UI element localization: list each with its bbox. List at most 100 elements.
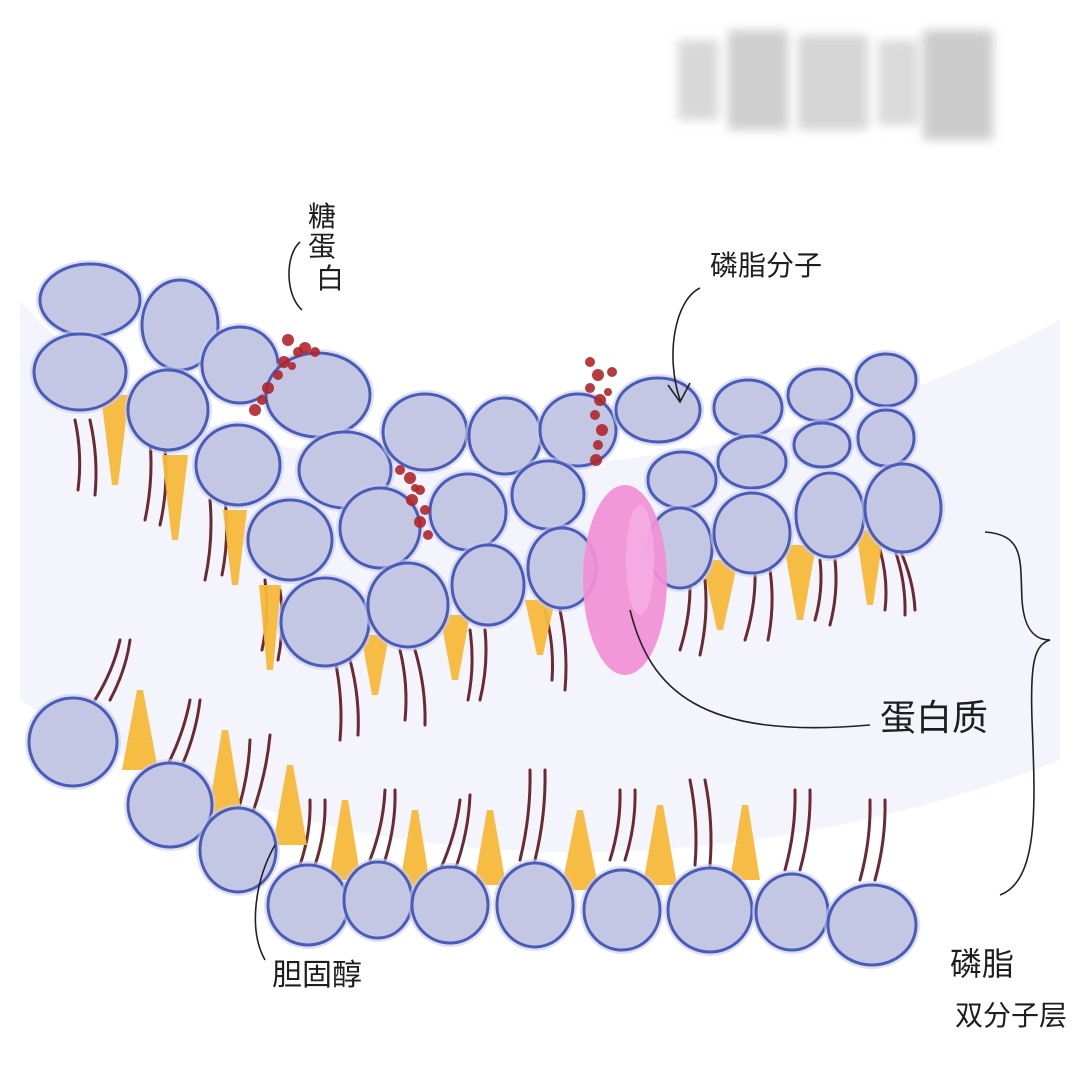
phospholipid-head [646, 450, 718, 510]
sugar-bead [590, 410, 600, 420]
sugar-bead [590, 454, 602, 466]
lipid-tail [398, 648, 408, 722]
cholesterol-molecule [440, 615, 470, 680]
phospholipid-head [32, 332, 128, 412]
lipid-tail [703, 778, 713, 867]
phospholipid-head [614, 376, 702, 444]
protein-highlight [626, 505, 654, 615]
lipid-tail [798, 788, 812, 872]
phospholipid-molecule-label: 磷脂分子 [710, 249, 822, 282]
lipid-tail [88, 418, 98, 497]
phospholipid-head [126, 761, 214, 849]
glycoprotein-label-char-2: 蛋 [308, 230, 336, 263]
bilayer-brace [984, 531, 1051, 896]
cholesterol-molecule [474, 810, 506, 885]
phospholipid-head [792, 421, 852, 469]
cholesterol-molecule [259, 585, 281, 670]
phospholipid-head [786, 367, 854, 423]
lipid-tail [688, 778, 698, 867]
lipid-tail [858, 798, 872, 882]
cholesterol-group [101, 395, 884, 890]
cholesterol-molecule [702, 560, 738, 630]
lipid-tail [478, 628, 488, 702]
phospholipid-head [366, 561, 450, 649]
sugar-bead [406, 494, 418, 506]
cholesterol-molecule [561, 810, 599, 890]
sugar-bead [282, 334, 294, 346]
sugar-bead [585, 357, 595, 367]
cholesterol-molecule [273, 765, 307, 845]
sugar-bead [420, 505, 430, 515]
phospholipid-head [712, 491, 792, 575]
phospholipid-head [126, 368, 210, 452]
lipid-tail [413, 648, 427, 727]
sugar-bead [596, 424, 608, 436]
phospholipid-head [450, 543, 526, 627]
glycoprotein-label-char-1: 糖 [308, 200, 336, 233]
lipid-tail [873, 798, 887, 882]
lipid-tail [533, 768, 547, 862]
lipid-tail [383, 788, 397, 862]
lipid-tail [298, 798, 312, 867]
sugar-bead [249, 404, 261, 416]
lipid-tails [73, 418, 917, 882]
cholesterol-molecule [223, 510, 247, 585]
bilayer-label-line-2: 双分子层 [955, 999, 1067, 1032]
blurred-watermark [678, 30, 993, 140]
glycoprotein-label: 糖 蛋 白 [308, 200, 344, 295]
phospholipid-head [754, 872, 830, 952]
cholesterol-molecule [122, 690, 158, 770]
sugar-bead [278, 356, 290, 368]
cholesterol-molecule [101, 395, 129, 485]
sugar-bead [262, 382, 274, 394]
sugar-bead [310, 347, 320, 357]
lipid-tail [73, 418, 82, 492]
lipid-tail [878, 548, 888, 612]
glycoprotein-sugar-chains [249, 334, 617, 540]
sugar-bead [585, 383, 595, 393]
lipid-tail [93, 638, 122, 702]
cholesterol-molecule [856, 530, 884, 605]
cholesterol-label: 胆固醇 [272, 958, 362, 993]
phospholipid-head [198, 806, 278, 894]
phospholipid-leader [667, 287, 701, 404]
lipid-tail [313, 798, 327, 867]
phospholipid-head [38, 262, 142, 338]
protein-label: 蛋白质 [880, 698, 988, 739]
phospholipid-head [856, 408, 916, 468]
sugar-bead [395, 465, 405, 475]
transmembrane-protein [583, 485, 667, 675]
sugar-bead [592, 369, 604, 381]
sugar-bead [607, 367, 617, 377]
cholesterol-molecule [730, 805, 760, 880]
sugar-bead [604, 388, 612, 396]
sugar-bead [299, 342, 311, 354]
phospholipid-head [410, 865, 490, 945]
lipid-tail [108, 638, 132, 702]
lipid-tail [608, 788, 622, 862]
cholesterol-molecule [208, 730, 242, 815]
phospholipid-head [194, 423, 282, 507]
cholesterol-molecule [329, 800, 361, 880]
phospholipid-head [27, 696, 119, 788]
phospholipid-head [266, 863, 350, 947]
phospholipid-head [495, 861, 575, 949]
phospholipid-head [428, 472, 508, 552]
phospholipid-head [246, 498, 334, 582]
lipid-tail [453, 793, 472, 872]
cholesterol-molecule [784, 545, 816, 620]
phospholipid-head [381, 392, 469, 472]
lipid-tail [623, 788, 637, 862]
cholesterol-molecule [525, 600, 555, 655]
sugar-bead [273, 370, 283, 380]
lipid-tail [203, 498, 213, 582]
cholesterol-molecule [361, 635, 389, 695]
lipid-tail [466, 628, 474, 702]
lipid-tail [558, 608, 568, 692]
phospholipid-heads [25, 260, 945, 969]
sugar-bead [288, 362, 296, 370]
cholesterol-molecule [643, 805, 677, 885]
phospholipid-head [712, 378, 784, 438]
phospholipid-head [666, 866, 754, 954]
